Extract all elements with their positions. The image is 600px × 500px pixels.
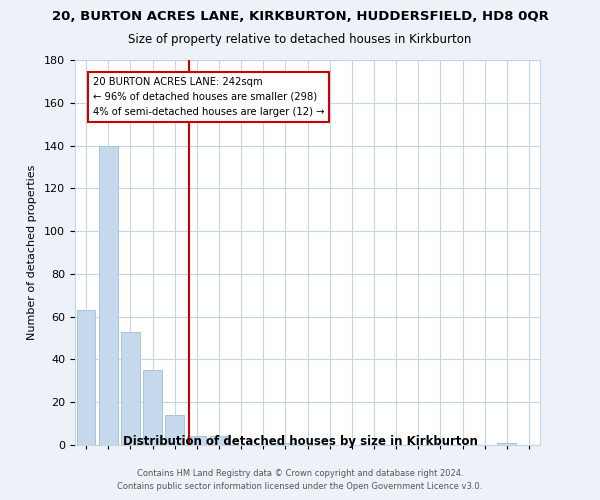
Bar (209, 436, 229, 445)
Text: Size of property relative to detached houses in Kirkburton: Size of property relative to detached ho… (128, 32, 472, 46)
Text: Distribution of detached houses by size in Kirkburton: Distribution of detached houses by size … (122, 435, 478, 448)
Y-axis label: Number of detached properties: Number of detached properties (27, 165, 37, 340)
Bar (143, 370, 162, 445)
Bar (276, 443, 295, 445)
Text: 20 BURTON ACRES LANE: 242sqm
← 96% of detached houses are smaller (298)
4% of se: 20 BURTON ACRES LANE: 242sqm ← 96% of de… (93, 77, 324, 116)
Bar (165, 415, 184, 445)
Bar (497, 443, 516, 445)
Text: Contains public sector information licensed under the Open Government Licence v3: Contains public sector information licen… (118, 482, 482, 491)
Bar (187, 436, 206, 445)
Text: Contains HM Land Registry data © Crown copyright and database right 2024.: Contains HM Land Registry data © Crown c… (137, 468, 463, 477)
Bar (121, 332, 140, 445)
Text: 20, BURTON ACRES LANE, KIRKBURTON, HUDDERSFIELD, HD8 0QR: 20, BURTON ACRES LANE, KIRKBURTON, HUDDE… (52, 10, 548, 23)
Bar (77, 310, 95, 445)
Bar (99, 146, 118, 445)
